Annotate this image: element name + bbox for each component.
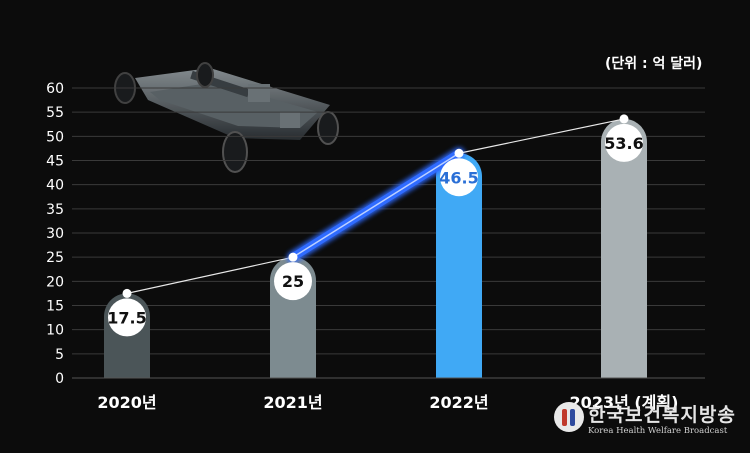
value-label: 17.5 (107, 308, 146, 327)
y-tick-label: 10 (46, 323, 64, 339)
trend-point (619, 114, 629, 124)
logo-emblem-icon (554, 402, 584, 432)
y-axis: 0 5 10 15 20 25 30 35 40 45 50 55 60 (46, 81, 64, 387)
logo-korean-text: 한국보건복지방송 (588, 404, 736, 426)
value-label-bubble (605, 123, 643, 162)
value-label: 25 (282, 272, 304, 291)
x-tick-label: 2021년 (263, 393, 322, 412)
broadcaster-logo: 한국보건복지방송 Korea Health Welfare Broadcast (554, 402, 744, 440)
trend-segment (458, 118, 625, 154)
value-label: 46.5 (439, 168, 478, 187)
y-tick-label: 0 (55, 371, 64, 387)
y-tick-label: 35 (46, 202, 64, 218)
trend-point (454, 148, 464, 158)
y-tick-label: 20 (46, 274, 64, 290)
value-label: 53.6 (604, 134, 643, 153)
y-tick-label: 40 (46, 178, 64, 194)
trend-point (122, 288, 132, 298)
y-tick-label: 25 (46, 250, 64, 266)
value-labels: 17.5 25 46.5 53.6 (107, 123, 644, 337)
y-tick-label: 60 (46, 81, 64, 97)
value-label-bubble (440, 158, 478, 197)
ev-chassis-illustration (114, 62, 339, 173)
logo-english-text: Korea Health Welfare Broadcast (588, 426, 728, 436)
x-tick-label: 2023년 (계획) (570, 393, 679, 412)
trend-segment (126, 256, 294, 295)
y-tick-label: 5 (55, 347, 64, 363)
x-tick-label: 2022년 (429, 393, 488, 412)
x-tick-label: 2020년 (97, 393, 156, 412)
unit-label: (단위 : 억 달러) (605, 56, 703, 72)
bars (104, 118, 647, 378)
value-label-bubble (274, 262, 312, 301)
trend-segment (292, 152, 460, 258)
trend-point (288, 252, 298, 262)
y-tick-label: 55 (46, 105, 64, 121)
bar (601, 118, 647, 378)
y-tick-label: 15 (46, 299, 64, 315)
y-tick-label: 45 (46, 154, 64, 170)
bar (436, 153, 482, 378)
x-axis: 2020년 2021년 2022년 2023년 (계획) (72, 377, 705, 412)
gridlines (72, 87, 705, 379)
trend-line (122, 114, 629, 298)
value-label-bubble (108, 298, 146, 337)
y-tick-label: 50 (46, 129, 64, 145)
y-tick-label: 30 (46, 226, 64, 242)
